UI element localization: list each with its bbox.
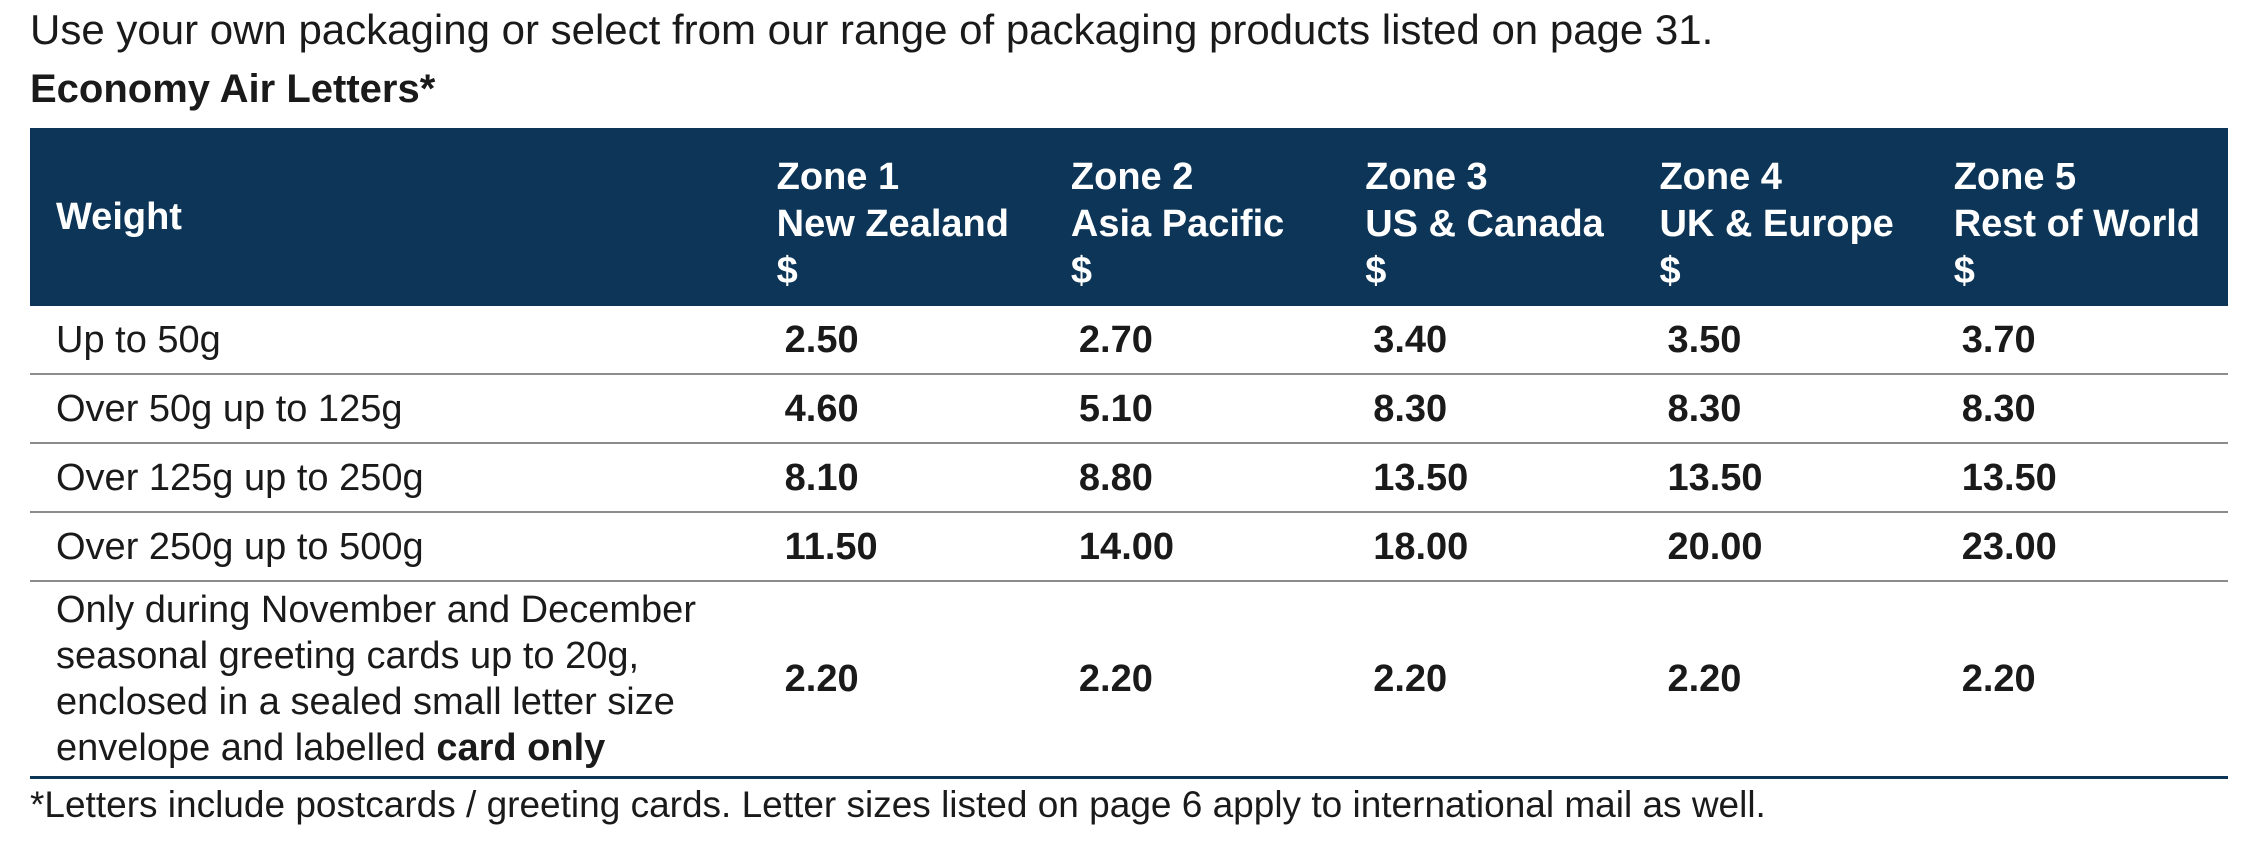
price-cell: 2.20 xyxy=(1345,581,1640,779)
zone-currency: $ xyxy=(1365,249,1387,292)
price-cell: 3.70 xyxy=(1933,306,2228,375)
table-row: Over 125g up to 250g 8.10 8.80 13.50 13.… xyxy=(30,443,2228,513)
zone-currency: $ xyxy=(1070,249,1093,292)
price-cell: 8.10 xyxy=(756,443,1051,513)
column-header-zone-1: Zone 1 New Zealand $ xyxy=(756,128,1051,306)
zone-region: US & Canada xyxy=(1365,202,1604,245)
zone-currency: $ xyxy=(776,249,798,292)
zone-region: Rest of World xyxy=(1953,202,2201,245)
price-cell: 2.20 xyxy=(1050,581,1346,779)
zone-name: Zone 1 xyxy=(776,155,900,198)
table-title: Economy Air Letters* xyxy=(30,67,436,111)
price-cell: 13.50 xyxy=(1933,443,2228,513)
zone-name: Zone 3 xyxy=(1365,155,1488,198)
zone-region: UK & Europe xyxy=(1659,202,1894,245)
price-cell: 11.50 xyxy=(756,512,1051,582)
table-row: Over 250g up to 500g 11.50 14.00 18.00 2… xyxy=(30,512,2228,582)
price-cell: 20.00 xyxy=(1639,512,1934,582)
price-cell: 13.50 xyxy=(1639,443,1934,513)
zone-region: Asia Pacific xyxy=(1070,202,1285,245)
zone-region: New Zealand xyxy=(776,202,1009,245)
price-cell: 2.50 xyxy=(756,306,1051,375)
weight-cell: Over 250g up to 500g xyxy=(30,512,757,582)
price-cell: 8.30 xyxy=(1933,374,2228,444)
price-cell: 3.50 xyxy=(1639,306,1934,375)
price-cell: 2.20 xyxy=(756,581,1051,779)
weight-cell: Over 125g up to 250g xyxy=(30,443,757,513)
table-row: Up to 50g 2.50 2.70 3.40 3.50 3.70 xyxy=(30,306,2228,375)
weight-cell: Only during November and December season… xyxy=(30,581,757,779)
weight-cell: Over 50g up to 125g xyxy=(30,374,757,444)
price-cell: 5.10 xyxy=(1050,374,1346,444)
rates-table: Weight Zone 1 New Zealand $ Zone 2 Asia … xyxy=(30,128,2228,779)
zone-currency: $ xyxy=(1659,249,1681,292)
weight-description: Only during November and December season… xyxy=(56,589,696,769)
footnote: *Letters include postcards / greeting ca… xyxy=(30,784,1766,825)
price-cell: 3.40 xyxy=(1345,306,1640,375)
price-cell: 2.70 xyxy=(1050,306,1346,375)
table-header-row: Weight Zone 1 New Zealand $ Zone 2 Asia … xyxy=(30,128,2228,306)
zone-currency: $ xyxy=(1953,249,1975,292)
price-cell: 14.00 xyxy=(1050,512,1346,582)
table-row: Only during November and December season… xyxy=(30,581,2228,779)
price-cell: 4.60 xyxy=(756,374,1051,444)
weight-cell: Up to 50g xyxy=(30,306,757,375)
price-cell: 8.30 xyxy=(1639,374,1934,444)
column-header-zone-5: Zone 5 Rest of World $ xyxy=(1933,128,2228,306)
price-cell: 8.30 xyxy=(1345,374,1640,444)
price-cell: 2.20 xyxy=(1933,581,2228,779)
price-cell: 23.00 xyxy=(1933,512,2228,582)
intro-text: Use your own packaging or select from ou… xyxy=(30,6,1714,53)
table-row: Over 50g up to 125g 4.60 5.10 8.30 8.30 … xyxy=(30,374,2228,444)
price-cell: 18.00 xyxy=(1345,512,1640,582)
price-cell: 2.20 xyxy=(1639,581,1934,779)
price-cell: 8.80 xyxy=(1050,443,1346,513)
column-header-zone-2: Zone 2 Asia Pacific $ xyxy=(1050,128,1346,306)
price-cell: 13.50 xyxy=(1345,443,1640,513)
zone-name: Zone 4 xyxy=(1659,155,1782,198)
zone-name: Zone 2 xyxy=(1070,155,1194,198)
column-header-weight: Weight xyxy=(30,128,757,306)
column-header-zone-3: Zone 3 US & Canada $ xyxy=(1345,128,1640,306)
zone-name: Zone 5 xyxy=(1953,155,2077,198)
column-header-zone-4: Zone 4 UK & Europe $ xyxy=(1639,128,1934,306)
card-only-label: card only xyxy=(436,727,606,769)
